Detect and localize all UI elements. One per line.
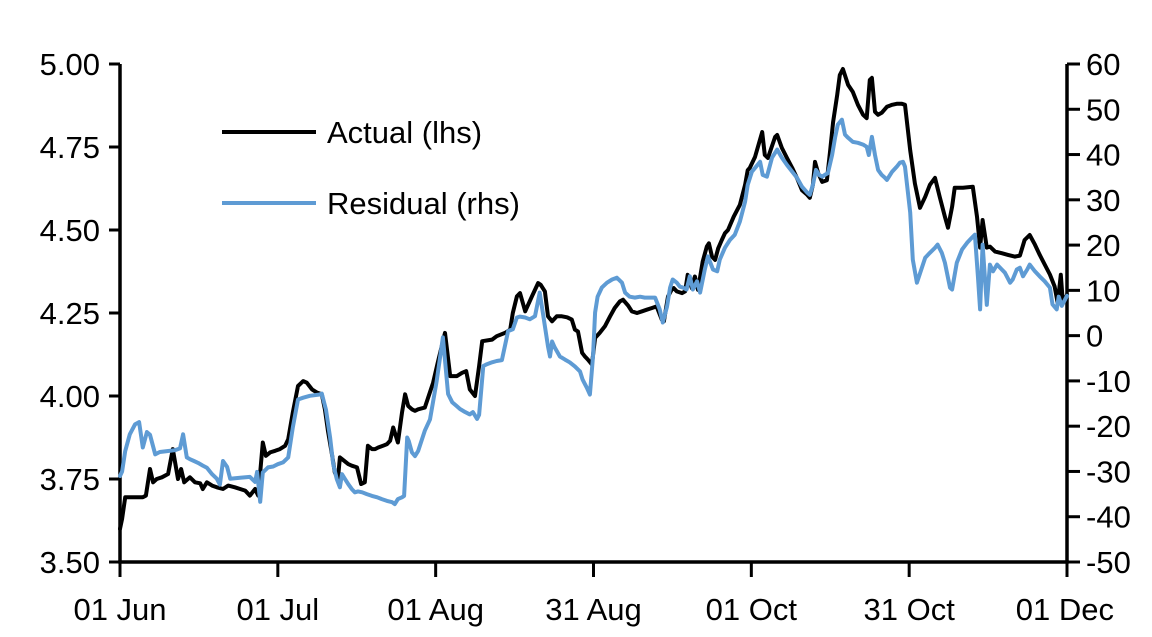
legend-label-actual: Actual (lhs)	[327, 115, 482, 150]
x-axis-tick-label: 31 Aug	[545, 592, 642, 627]
series-lines	[118, 67, 1069, 531]
right-axis-tick-label: 40	[1086, 138, 1120, 173]
right-axis-tick-label: 60	[1086, 47, 1120, 82]
tick-labels: 3.50 3.75 4.00 4.25 4.50 4.75 5.00 -50 -40 -30 -20…	[40, 47, 1131, 627]
left-axis-tick-label: 3.75	[40, 462, 100, 497]
series-line-actual	[118, 67, 1069, 531]
x-axis-tick-label: 01 Dec	[1016, 592, 1114, 627]
right-axis-tick-label: -20	[1086, 409, 1131, 444]
x-axis-tick-label: 01 Aug	[387, 592, 484, 627]
left-axis-tick-label: 4.75	[40, 130, 100, 165]
legend: Actual (lhs) Residual (rhs)	[222, 115, 520, 221]
left-axis-tick-label: 4.50	[40, 213, 100, 248]
series-line-residual	[118, 117, 1069, 507]
right-axis-tick-label: 0	[1086, 319, 1103, 354]
left-axis-tick-label: 4.00	[40, 379, 100, 414]
x-axis-tick-label: 01 Jul	[236, 592, 319, 627]
right-axis-tick-label: -10	[1086, 364, 1131, 399]
right-axis-tick-label: 30	[1086, 183, 1120, 218]
x-axis-tick-label: 31 Oct	[864, 592, 956, 627]
axes	[109, 62, 1080, 577]
legend-label-residual: Residual (rhs)	[327, 186, 520, 221]
right-axis-tick-label: 50	[1086, 92, 1120, 127]
right-axis-tick-label: -30	[1086, 454, 1131, 489]
x-axis-tick-label: 01 Jun	[73, 592, 166, 627]
right-axis-tick-label: 10	[1086, 273, 1120, 308]
left-axis-tick-label: 4.25	[40, 296, 100, 331]
right-axis-tick-label: -50	[1086, 545, 1131, 580]
x-axis-tick-label: 01 Oct	[706, 592, 798, 627]
left-axis-tick-label: 5.00	[40, 47, 100, 82]
right-axis-tick-label: -40	[1086, 500, 1131, 535]
left-axis-tick-label: 3.50	[40, 545, 100, 580]
right-axis-tick-label: 20	[1086, 228, 1120, 263]
